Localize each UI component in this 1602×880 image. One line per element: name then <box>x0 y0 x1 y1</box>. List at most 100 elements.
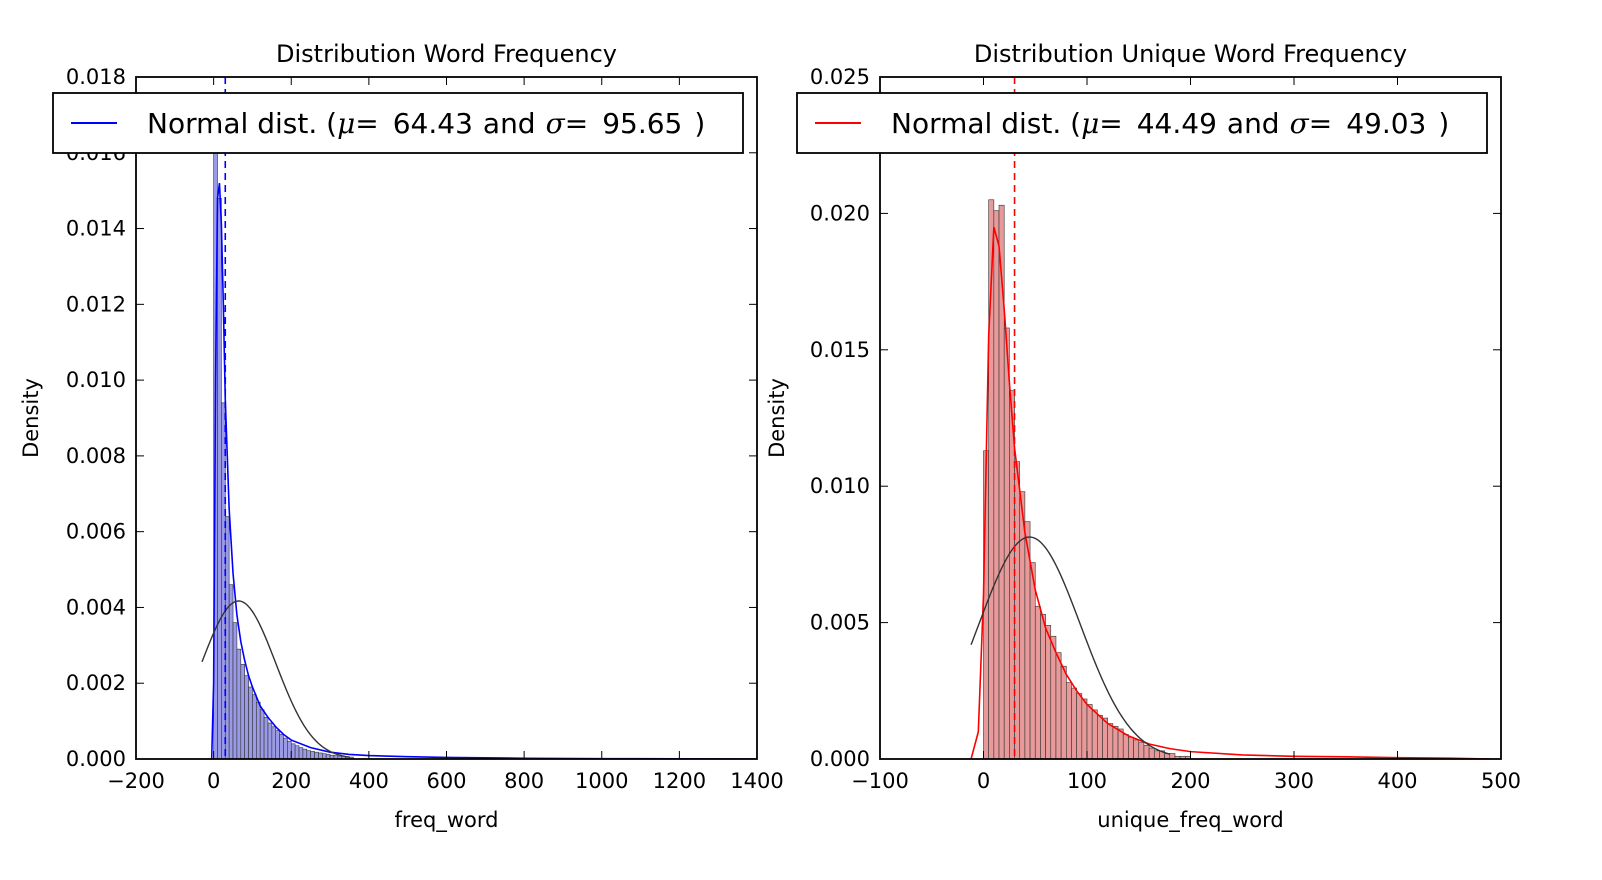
kde-line <box>210 182 757 759</box>
histogram-bar <box>256 701 261 759</box>
histogram-bar <box>1153 750 1160 759</box>
histogram-bar <box>1045 625 1052 759</box>
legend-and: and <box>1227 107 1280 140</box>
histogram-bar <box>1097 715 1103 759</box>
legend-mu-symbol: μ <box>337 107 355 140</box>
x-axis-label: unique_freq_word <box>1097 808 1283 833</box>
legend-label: Normal dist. (μ= 64.43 and σ= 95.65) <box>147 107 705 140</box>
normal-fit-line <box>201 600 350 758</box>
y-tick-label: 0.008 <box>66 444 126 468</box>
y-tick-label: 0.000 <box>810 747 870 771</box>
histogram-bar <box>1122 734 1129 759</box>
kde-line <box>970 226 1491 759</box>
histogram-bar <box>244 675 249 759</box>
histogram-bar <box>1133 739 1140 759</box>
histogram-bar <box>310 751 315 759</box>
histogram-bar <box>290 743 296 759</box>
histogram-bar <box>283 737 288 759</box>
legend-prefix: Normal dist. ( <box>147 107 337 140</box>
legend-box <box>796 92 1488 154</box>
histogram-bar <box>298 747 304 759</box>
histogram-bar <box>1071 687 1077 759</box>
x-tick-label: 1400 <box>730 769 783 793</box>
histogram-bar <box>1076 693 1083 759</box>
x-tick-label: 600 <box>426 769 466 793</box>
plot-area <box>201 77 757 759</box>
x-tick-label: 300 <box>1274 769 1314 793</box>
histogram-bar <box>1060 665 1067 759</box>
histogram-bar <box>267 722 273 759</box>
x-tick-label: 800 <box>504 769 544 793</box>
histogram-bar <box>1102 717 1109 759</box>
histogram-bar <box>1003 327 1010 759</box>
histogram-bar <box>271 726 277 759</box>
histogram-bar <box>259 709 265 759</box>
histogram-bar <box>1086 704 1093 759</box>
legend-mu-value: 44.49 <box>1137 107 1217 140</box>
x-tick-label: 200 <box>1170 769 1210 793</box>
histogram-bar <box>248 686 253 759</box>
normal-fit-line <box>970 536 1170 755</box>
y-tick-label: 0.006 <box>66 520 126 544</box>
histogram-bar <box>1112 725 1119 759</box>
y-tick-label: 0.015 <box>810 338 870 362</box>
x-tick-label: 0 <box>977 769 990 793</box>
histogram-bar <box>1128 736 1134 759</box>
y-tick-label: 0.010 <box>810 474 870 498</box>
histogram-bar <box>275 730 280 759</box>
y-tick-label: 0.010 <box>66 368 126 392</box>
histogram-bar <box>993 210 1000 759</box>
legend-sigma-value: 49.03 <box>1346 107 1426 140</box>
legend-equals-2: = <box>1309 107 1332 140</box>
y-tick-label: 0.012 <box>66 292 126 316</box>
histogram-bar <box>306 750 311 759</box>
x-tick-label: 1200 <box>653 769 706 793</box>
histogram-bar <box>287 740 292 759</box>
x-axis-label: freq_word <box>395 808 499 833</box>
histogram-bar <box>314 751 319 759</box>
histogram-bar <box>1081 698 1088 759</box>
x-tick-label: 400 <box>349 769 389 793</box>
histogram-bar <box>1138 742 1145 759</box>
x-tick-label: −200 <box>107 769 165 793</box>
legend-and: and <box>483 107 536 140</box>
legend-box <box>52 92 744 154</box>
legend-sigma-symbol: σ <box>1290 107 1310 140</box>
y-tick-label: 0.025 <box>810 65 870 89</box>
legend: Normal dist. (μ= 44.49 and σ= 49.03) <box>796 92 1488 154</box>
histogram-bar <box>252 694 257 759</box>
y-tick-label: 0.014 <box>66 217 126 241</box>
histogram-bar <box>1040 614 1046 759</box>
histogram-bar <box>1107 723 1114 759</box>
x-tick-label: 400 <box>1377 769 1417 793</box>
histogram-bar <box>318 752 323 759</box>
legend-prefix: Normal dist. ( <box>891 107 1081 140</box>
y-axis-label: Density <box>765 378 789 458</box>
histogram-bar <box>224 516 230 759</box>
y-tick-label: 0.002 <box>66 671 126 695</box>
y-tick-label: 0.020 <box>810 201 870 225</box>
x-tick-label: 500 <box>1481 769 1521 793</box>
x-tick-label: 200 <box>271 769 311 793</box>
y-tick-label: 0.018 <box>66 65 126 89</box>
histogram-bar <box>236 648 242 759</box>
histogram-bar <box>294 745 300 759</box>
y-axis-label: Density <box>19 378 43 458</box>
histogram-bar <box>998 204 1005 759</box>
histogram-bar <box>228 584 234 759</box>
chart-title: Distribution Word Frequency <box>276 40 617 68</box>
histogram-bar <box>279 734 284 759</box>
chart-panel-1: −200 0 200 400 600 800 1000 1200 1400 0.000 0.002 0… <box>19 40 784 833</box>
legend-sigma-symbol: σ <box>546 107 566 140</box>
x-tick-label: 1000 <box>575 769 628 793</box>
histogram-bar <box>1050 635 1057 759</box>
x-tick-label: 100 <box>1067 769 1107 793</box>
histogram-bar <box>1091 709 1098 759</box>
y-tick-label: 0.005 <box>810 611 870 635</box>
legend-equals: = <box>355 107 378 140</box>
histogram-bar <box>302 748 308 759</box>
x-tick-label: −100 <box>851 769 909 793</box>
histogram-bar <box>1148 747 1155 759</box>
histogram-bar <box>1029 562 1036 759</box>
